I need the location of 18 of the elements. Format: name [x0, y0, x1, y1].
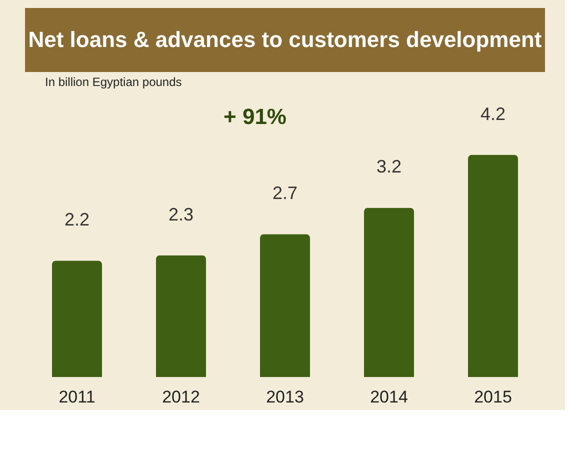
data-label: 4.2 — [480, 104, 506, 124]
x-tick-label: 2012 — [162, 388, 200, 406]
x-tick-label: 2015 — [474, 388, 512, 406]
data-label: 2.7 — [272, 183, 298, 204]
data-label: 3.2 — [376, 156, 402, 177]
x-tick-label: 2011 — [58, 388, 96, 406]
bar — [364, 208, 414, 377]
x-tick-label: 2014 — [370, 388, 408, 406]
chart-title: Net loans & advances to customers development — [28, 27, 542, 52]
text: + 91% — [224, 104, 286, 129]
bar — [260, 234, 310, 377]
data-label: 2.2 — [64, 210, 90, 230]
bar — [52, 260, 102, 377]
bar — [468, 154, 518, 377]
bar — [156, 255, 206, 377]
x-tick-label: 2013 — [266, 388, 304, 406]
data-label: 2.3 — [168, 204, 194, 224]
text: In billion Egyptian pounds — [45, 75, 182, 89]
